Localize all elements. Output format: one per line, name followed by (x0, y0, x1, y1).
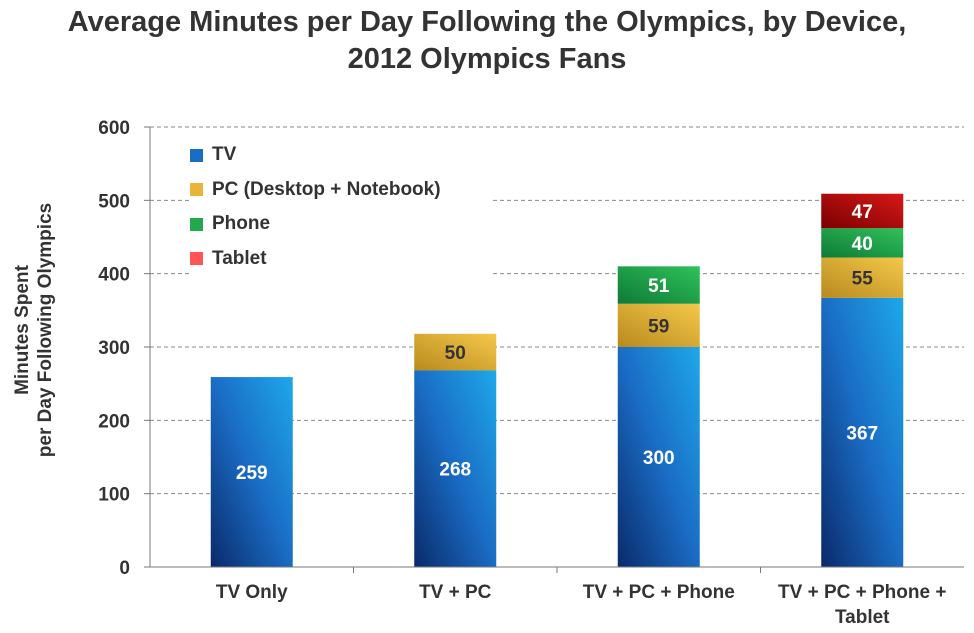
y-axis-ticks: 0 100 200 300 400 500 600 (98, 118, 150, 579)
x-tick-label: TV + PC (419, 582, 492, 603)
legend-item: Tablet (190, 242, 490, 277)
bar-segment-phone (617, 266, 700, 304)
legend-item: PC (Desktop + Notebook) (190, 173, 490, 208)
data-label: 51 (648, 276, 670, 297)
x-tick-label: TV + PC + Phone + (778, 582, 946, 603)
y-tick-label: 200 (98, 411, 130, 432)
legend-label: PC (Desktop + Notebook) (212, 178, 441, 200)
legend-label: TV (212, 144, 237, 166)
bar-segment-phone (821, 228, 904, 258)
y-tick-label: 300 (98, 338, 130, 359)
bar-segment-tablet (821, 193, 904, 229)
data-label: 367 (846, 423, 878, 444)
chart-title-line-2: 2012 Olympics Fans (347, 43, 627, 75)
legend-swatch (190, 183, 203, 197)
y-tick-label: 500 (98, 191, 130, 212)
legend: TV PC (Desktop + Notebook) Phone Tablet (190, 138, 490, 276)
bar-segment-pc-desktop-notebook (617, 303, 700, 347)
legend-swatch (190, 217, 203, 231)
x-tick-label: TV Only (216, 582, 288, 603)
bar-segment-tv (821, 297, 904, 567)
chart-title-line-1: Average Minutes per Day Following the Ol… (67, 6, 907, 38)
x-axis-ticks: TV Only TV + PC TV + PC + Phone TV + PC + P… (216, 567, 946, 628)
x-tick-label: Tablet (835, 607, 890, 628)
bar-segment-pc-desktop-notebook (414, 333, 497, 371)
bar-segment-tv (414, 370, 497, 567)
legend-item: TV (190, 138, 490, 173)
bar-segment-tv (617, 347, 700, 567)
legend-swatch (190, 148, 203, 162)
y-tick-label: 0 (119, 558, 130, 579)
legend-label: Tablet (212, 247, 267, 269)
legend-swatch (190, 252, 203, 266)
chart-title: Average Minutes per Day Following the Ol… (0, 4, 974, 78)
data-label: 300 (643, 448, 675, 469)
x-tick-label: TV + PC + Phone (583, 582, 735, 603)
y-tick-label: 600 (98, 118, 130, 139)
y-tick-label: 400 (98, 265, 130, 286)
bars: 259 268 50 300 59 51 367 55 40 47 (210, 193, 904, 567)
data-label: 47 (852, 202, 873, 223)
data-label: 259 (236, 463, 268, 484)
legend-item: Phone (190, 207, 490, 242)
bar-segment-tv (210, 377, 293, 567)
data-label: 55 (852, 269, 874, 290)
y-tick-label: 100 (98, 485, 130, 506)
data-label: 268 (439, 460, 471, 481)
data-label: 50 (445, 343, 466, 364)
bar-segment-pc-desktop-notebook (821, 257, 904, 298)
data-label: 59 (648, 316, 669, 337)
legend-label: Phone (212, 213, 271, 235)
data-label: 40 (852, 234, 873, 255)
